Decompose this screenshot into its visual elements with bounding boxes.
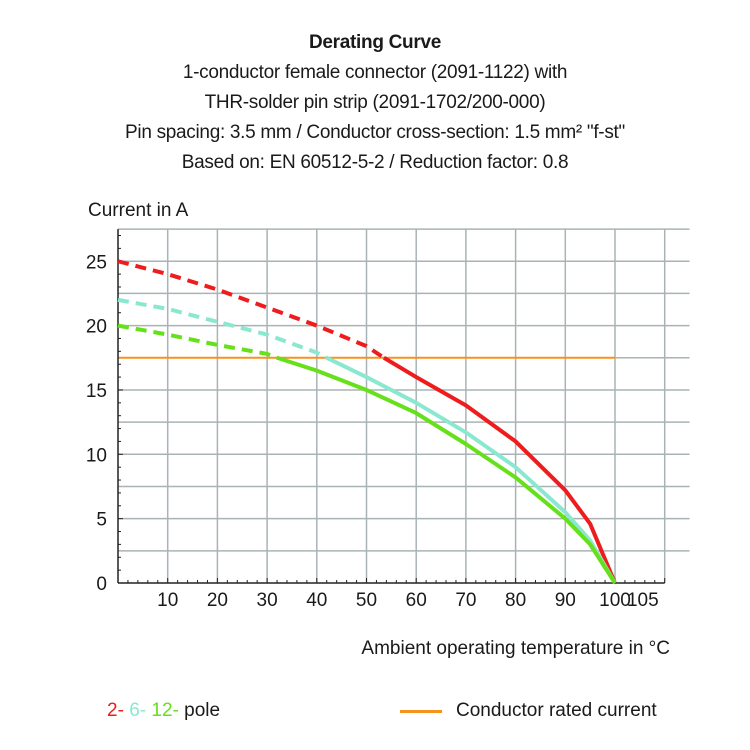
y-tick-label: 15 bbox=[86, 381, 107, 402]
x-tick-label: 70 bbox=[455, 590, 476, 611]
legend-12-pole: 12- bbox=[151, 700, 179, 721]
y-axis-label: Current in A bbox=[88, 200, 189, 221]
legend-poles: 2- 6- 12- pole bbox=[107, 700, 220, 722]
x-tick-label: 30 bbox=[257, 590, 278, 611]
x-tick-label: 80 bbox=[505, 590, 526, 611]
series-12-pole-dashed bbox=[117, 323, 278, 360]
y-tick-label: 10 bbox=[86, 445, 107, 466]
series-6-pole-dashed bbox=[117, 297, 328, 360]
series-12-pole bbox=[276, 355, 617, 585]
y-tick-label: 20 bbox=[86, 317, 107, 338]
y-tick-label: 5 bbox=[96, 510, 107, 531]
y-tick-label: 25 bbox=[86, 252, 107, 273]
x-tick-label: 100 bbox=[599, 590, 631, 611]
y-tick-label: 0 bbox=[96, 574, 107, 595]
series-2-pole-dashed bbox=[117, 259, 386, 360]
legend-rated-swatch bbox=[400, 710, 442, 713]
chart-title: Derating Curve bbox=[308, 32, 441, 53]
x-tick-label: 105 bbox=[627, 590, 659, 611]
chart-subtitle-2: THR-solder pin strip (2091-1702/200-000) bbox=[204, 92, 546, 113]
series-6-pole bbox=[325, 355, 617, 585]
x-tick-label: 20 bbox=[207, 590, 228, 611]
x-axis-label: Ambient operating temperature in °C bbox=[361, 638, 670, 659]
x-tick-label: 50 bbox=[356, 590, 377, 611]
series-2-pole bbox=[382, 356, 617, 584]
x-tick-label: 90 bbox=[555, 590, 576, 611]
x-tick-label: 10 bbox=[157, 590, 178, 611]
legend-6-pole: 6- bbox=[129, 700, 147, 721]
x-tick-label: 40 bbox=[306, 590, 327, 611]
chart-subtitle-1: 1-conductor female connector (2091-1122)… bbox=[182, 62, 568, 83]
legend-rated-label: Conductor rated current bbox=[456, 700, 657, 721]
x-tick-label: 60 bbox=[406, 590, 427, 611]
chart-subtitle-4: Based on: EN 60512-5-2 / Reduction facto… bbox=[181, 152, 569, 173]
legend-pole-suffix: pole bbox=[184, 700, 221, 721]
legend-2-pole: 2- bbox=[107, 700, 124, 721]
chart-subtitle-3: Pin spacing: 3.5 mm / Conductor cross-se… bbox=[125, 122, 625, 143]
